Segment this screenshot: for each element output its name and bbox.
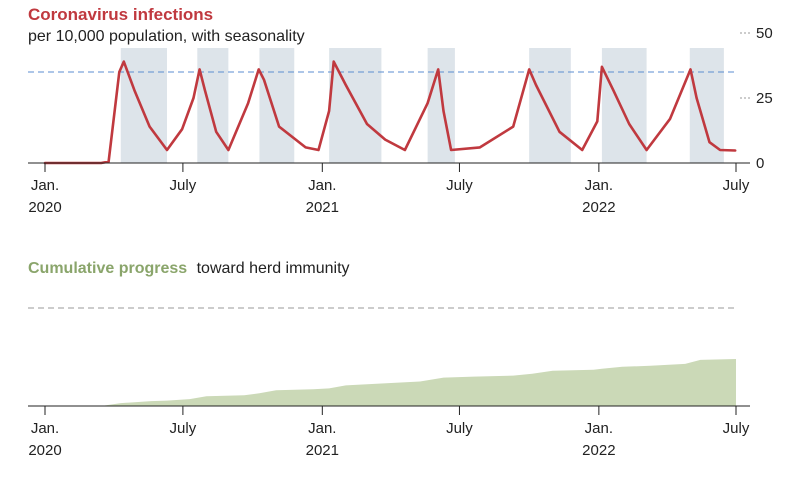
- x-tick-label: July: [446, 420, 473, 437]
- progress-area: [45, 359, 736, 406]
- season-bands: [120, 48, 724, 163]
- progress-subtitle: toward herd immunity: [197, 260, 350, 277]
- x-tick-year: 2022: [582, 199, 615, 216]
- y-tick-label: 25: [756, 90, 773, 107]
- x-tick-label: July: [446, 177, 473, 194]
- season-band: [601, 48, 647, 163]
- season-band: [120, 48, 167, 163]
- y-axis-ticks: 50 25 0: [740, 25, 773, 172]
- x-tick-label: July: [723, 177, 750, 194]
- x-tick-year: 2022: [582, 442, 615, 459]
- season-band: [197, 48, 229, 163]
- x-tick-label: Jan.: [585, 420, 613, 437]
- x-tick-label: July: [723, 420, 750, 437]
- progress-chart: Cumulative progress toward herd immunity…: [28, 260, 750, 459]
- x-axis-ticks: Jan. 2020 July Jan. 2021 July Jan. 2022 July: [28, 163, 750, 216]
- x-tick-label: Jan.: [585, 177, 613, 194]
- season-band: [689, 48, 724, 163]
- x-tick-year: 2021: [306, 442, 339, 459]
- x-tick-label: July: [170, 177, 197, 194]
- x-tick-label: Jan.: [31, 420, 59, 437]
- y-tick-label: 50: [756, 25, 773, 42]
- x-tick-year: 2020: [28, 442, 61, 459]
- x-tick-year: 2021: [306, 199, 339, 216]
- progress-heading: Cumulative progress toward herd immunity: [28, 260, 350, 277]
- x-tick-label: July: [170, 420, 197, 437]
- x-tick-year: 2020: [28, 199, 61, 216]
- infections-title: Coronavirus infections: [28, 5, 213, 24]
- x-axis-ticks-bottom: Jan. 2020 July Jan. 2021 July Jan. 2022 July: [28, 406, 750, 459]
- season-band: [529, 48, 571, 163]
- progress-title: Cumulative progress: [28, 260, 187, 277]
- season-band: [259, 48, 295, 163]
- infection-series-line: [43, 60, 737, 165]
- infections-chart: Coronavirus infections per 10,000 popula…: [28, 5, 773, 216]
- infections-subtitle: per 10,000 population, with seasonality: [28, 28, 305, 45]
- x-tick-label: Jan.: [308, 177, 336, 194]
- x-tick-label: Jan.: [31, 177, 59, 194]
- y-tick-label: 0: [756, 155, 764, 172]
- x-tick-label: Jan.: [308, 420, 336, 437]
